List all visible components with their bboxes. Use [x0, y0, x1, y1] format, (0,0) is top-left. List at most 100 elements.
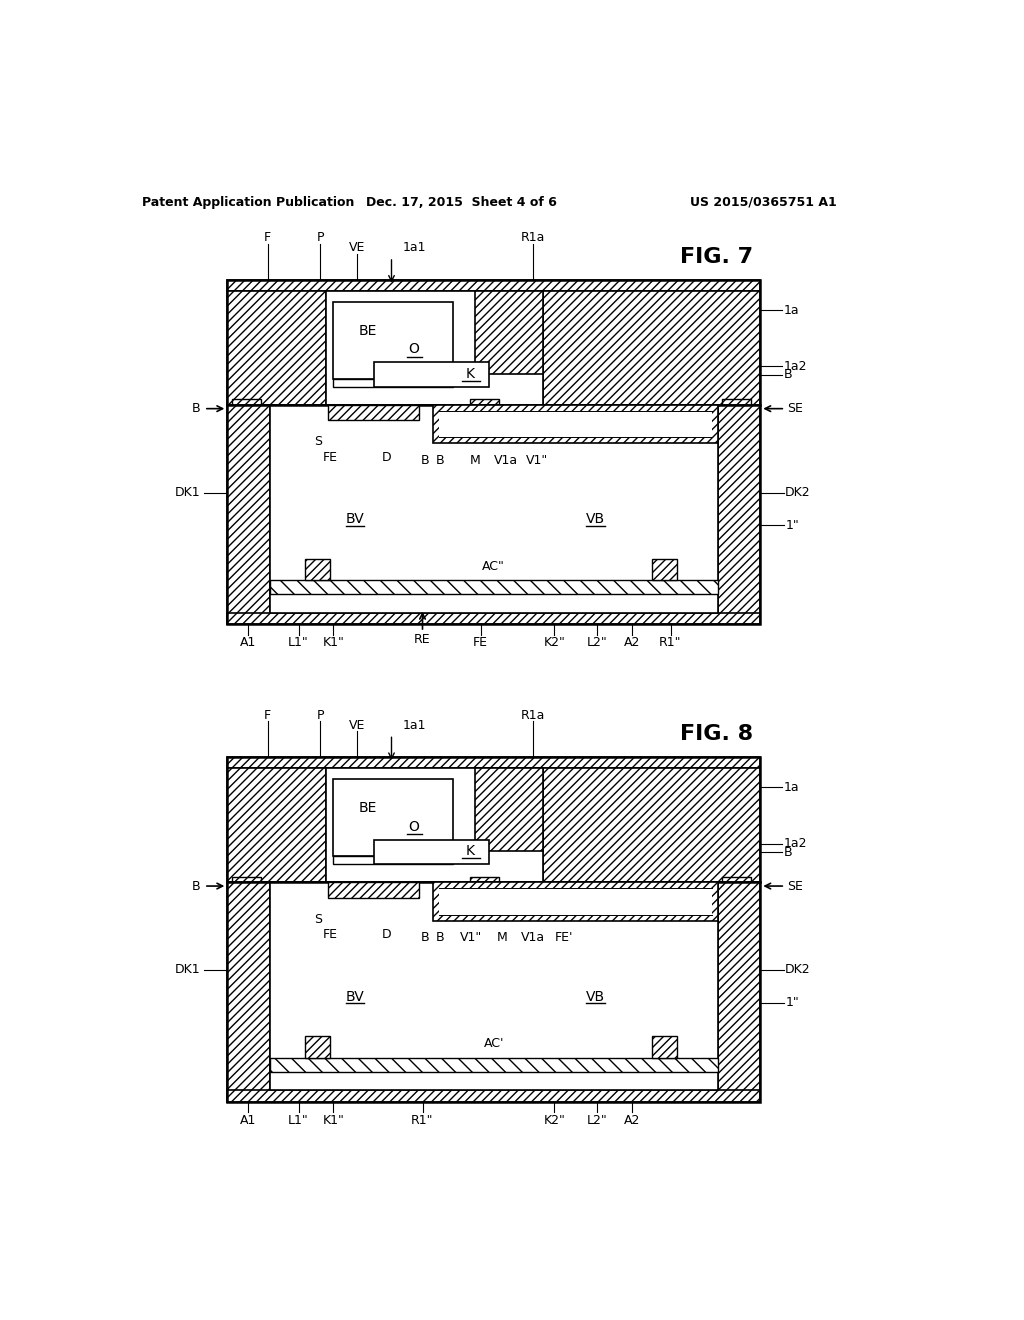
Bar	[652, 558, 677, 581]
Bar	[270, 882, 718, 1090]
Text: K1": K1"	[323, 636, 344, 649]
Text: FIG. 8: FIG. 8	[680, 725, 754, 744]
Text: S: S	[314, 912, 322, 925]
Text: V1": V1"	[460, 931, 482, 944]
Text: M: M	[470, 454, 480, 467]
Text: AC": AC"	[482, 560, 505, 573]
Bar	[270, 1057, 718, 1072]
Text: BV: BV	[346, 512, 365, 527]
Bar	[305, 1036, 330, 1057]
Bar	[475, 768, 544, 851]
Text: V1a: V1a	[495, 454, 518, 467]
Text: 1a2: 1a2	[783, 360, 807, 372]
Text: D: D	[381, 450, 391, 463]
Text: 1a2: 1a2	[783, 837, 807, 850]
Text: A2: A2	[624, 1114, 640, 1127]
Text: RE: RE	[414, 634, 431, 647]
Text: VB: VB	[586, 512, 605, 527]
Bar	[333, 779, 453, 855]
Text: DK1: DK1	[175, 486, 201, 499]
Text: BV: BV	[346, 990, 365, 1003]
Text: V1": V1"	[526, 454, 548, 467]
Text: B: B	[421, 931, 429, 944]
Text: M: M	[497, 931, 508, 944]
Bar	[227, 280, 761, 405]
Bar	[270, 405, 718, 612]
Text: F: F	[264, 709, 271, 722]
Text: R1a: R1a	[521, 231, 546, 244]
Text: L1": L1"	[288, 636, 309, 649]
Bar	[327, 290, 544, 405]
Text: VB: VB	[586, 990, 605, 1003]
Text: B: B	[193, 879, 201, 892]
Bar	[652, 1036, 677, 1057]
Text: K2": K2"	[544, 1114, 565, 1127]
Bar	[231, 400, 261, 411]
Bar	[328, 405, 420, 420]
Text: L2": L2"	[587, 1114, 607, 1127]
Bar	[227, 882, 270, 1102]
Text: 1": 1"	[785, 997, 799, 1010]
Bar	[544, 290, 761, 405]
Text: O: O	[409, 820, 420, 834]
Text: F: F	[264, 231, 271, 244]
Bar	[227, 405, 761, 624]
Text: Patent Application Publication: Patent Application Publication	[142, 195, 354, 209]
Text: DK2: DK2	[785, 486, 811, 499]
Text: P: P	[316, 709, 324, 722]
Text: B: B	[193, 403, 201, 416]
Bar	[227, 280, 761, 290]
Bar	[722, 400, 751, 411]
Text: SE: SE	[786, 879, 803, 892]
Text: FE: FE	[323, 928, 338, 941]
Bar	[438, 888, 712, 915]
Bar	[305, 558, 330, 581]
Text: FE': FE'	[555, 931, 573, 944]
Text: BE: BE	[358, 801, 377, 816]
Text: 1a: 1a	[783, 781, 800, 795]
Text: VE: VE	[349, 718, 366, 731]
Text: VE: VE	[349, 242, 366, 255]
Text: FE: FE	[473, 636, 488, 649]
Text: K: K	[465, 843, 474, 858]
Text: K2": K2"	[544, 636, 565, 649]
Text: Dec. 17, 2015  Sheet 4 of 6: Dec. 17, 2015 Sheet 4 of 6	[366, 195, 557, 209]
Text: R1": R1"	[412, 1114, 434, 1127]
Text: 1": 1"	[785, 519, 799, 532]
Bar	[333, 302, 453, 379]
Text: DK1: DK1	[175, 964, 201, 977]
Text: L1": L1"	[288, 1114, 309, 1127]
Text: A1: A1	[240, 1114, 256, 1127]
Bar	[718, 882, 761, 1102]
Bar	[722, 876, 751, 887]
Bar	[327, 768, 544, 882]
Text: B: B	[436, 454, 444, 467]
Text: A2: A2	[624, 636, 640, 649]
Bar	[227, 758, 761, 882]
Bar	[475, 290, 544, 374]
Bar	[227, 290, 327, 405]
Text: A1: A1	[240, 636, 256, 649]
Text: K: K	[465, 367, 474, 380]
Text: BE: BE	[358, 323, 377, 338]
Text: FIG. 7: FIG. 7	[680, 247, 754, 267]
Text: B: B	[783, 846, 793, 859]
Bar	[432, 882, 718, 921]
Text: B: B	[783, 368, 793, 381]
Bar	[432, 405, 718, 444]
Text: DK2: DK2	[785, 964, 811, 977]
Bar	[227, 758, 761, 768]
Bar	[438, 411, 712, 437]
Text: 1a1: 1a1	[402, 242, 426, 255]
Text: AC': AC'	[483, 1038, 504, 1051]
Bar	[227, 768, 327, 882]
Text: US 2015/0365751 A1: US 2015/0365751 A1	[690, 195, 837, 209]
Text: L2": L2"	[587, 636, 607, 649]
Text: D: D	[381, 928, 391, 941]
Bar	[718, 405, 761, 624]
Text: R1": R1"	[659, 636, 682, 649]
Text: B: B	[436, 931, 444, 944]
Bar	[333, 379, 453, 387]
Bar	[375, 840, 489, 865]
Bar	[231, 876, 261, 887]
